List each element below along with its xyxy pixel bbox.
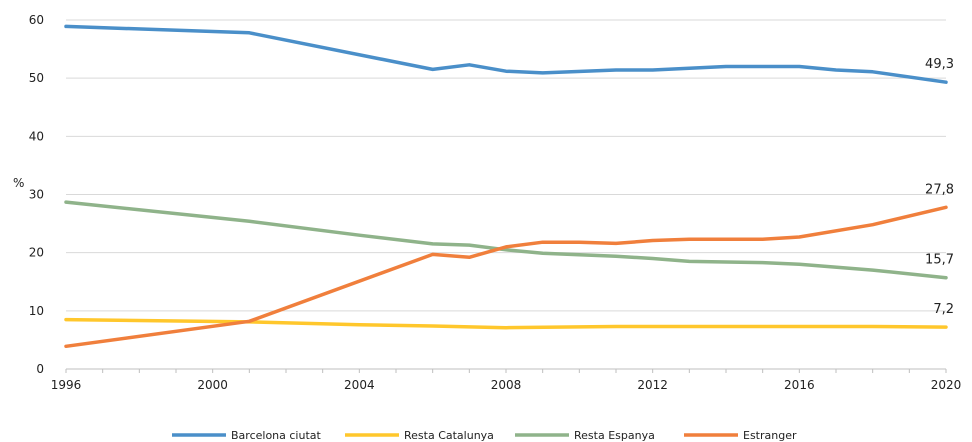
y-tick-label: 40: [29, 129, 44, 143]
series-lines: [64, 24, 948, 349]
gridlines: [66, 19, 946, 312]
x-tick-label: 1996: [51, 378, 82, 392]
y-tick-label: 10: [29, 304, 44, 318]
y-tick-label: 20: [29, 246, 44, 260]
series-line-3: [64, 205, 948, 349]
x-tick-label: 2008: [491, 378, 522, 392]
end-value-label: 15,7: [925, 253, 954, 268]
legend-label: Resta Espanya: [574, 429, 655, 442]
x-tick-label: 2012: [637, 378, 668, 392]
series-line-0: [64, 24, 948, 84]
y-tick-label: 50: [29, 71, 44, 85]
end-value-label: 27,8: [925, 182, 954, 197]
series-line-2: [64, 200, 948, 280]
end-value-label: 49,3: [925, 57, 954, 72]
end-value-label: 7,2: [933, 302, 954, 317]
x-axis-ticks: 1996 2000 2004 2008 2012 2016 2020: [51, 369, 962, 392]
x-tick-label: 2020: [931, 378, 962, 392]
legend-label: Estranger: [743, 429, 797, 442]
legend: Barcelona ciutat Resta Catalunya Resta Esp…: [172, 429, 797, 442]
y-tick-label: 60: [29, 13, 44, 27]
y-axis-label: %: [13, 176, 24, 190]
legend-label: Resta Catalunya: [404, 429, 494, 442]
x-tick-label: 2016: [784, 378, 815, 392]
y-tick-label: 30: [29, 188, 44, 202]
y-tick-label: 0: [36, 362, 44, 376]
x-tick-label: 2004: [344, 378, 375, 392]
end-labels: 49,3 7,2 15,7 27,8: [925, 57, 954, 317]
x-tick-label: 2000: [197, 378, 228, 392]
legend-label: Barcelona ciutat: [231, 429, 322, 442]
y-axis-ticks: 0 10 20 30 40 50 60: [29, 13, 44, 376]
series-line-1: [64, 317, 948, 330]
